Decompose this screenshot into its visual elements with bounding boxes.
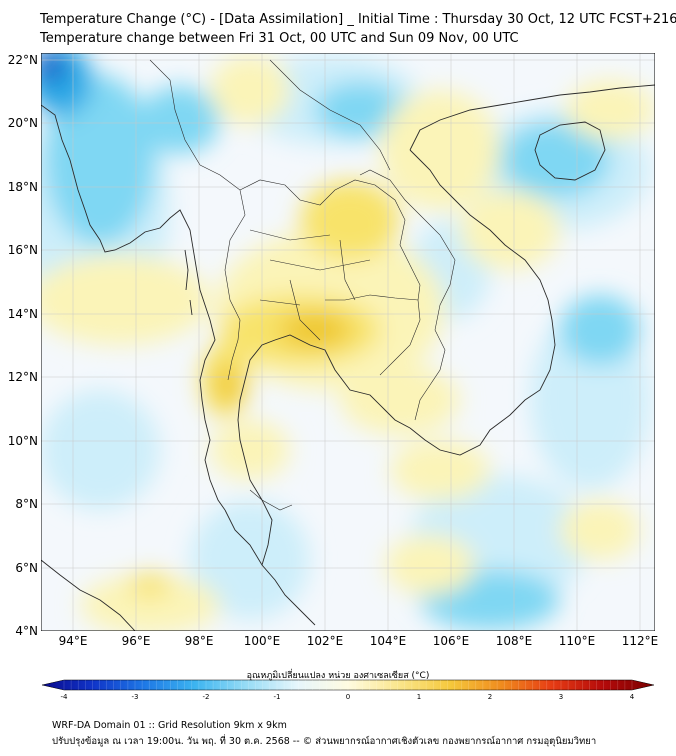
footer-model-info: WRF-DA Domain 01 :: Grid Resolution 9km …	[52, 720, 287, 731]
latitude-label: 22°N	[8, 53, 38, 67]
colorbar-segments	[63, 680, 633, 690]
cooling-area-myanmar-north	[140, 86, 220, 154]
latitude-label: 16°N	[8, 243, 38, 257]
strongest-cooling-corner	[41, 53, 66, 82]
border-cambodia-vietnam	[414, 329, 446, 421]
cooling-area-east-core	[560, 295, 640, 365]
border-laos-china	[269, 59, 391, 171]
cooling-area-andaman-sea	[41, 390, 160, 510]
warming-peak-central	[280, 312, 350, 348]
cooling-area-malay-peninsula	[190, 500, 310, 620]
coastline-malay-peninsula	[224, 509, 316, 626]
longitude-label: 104°E	[370, 634, 407, 648]
latitude-label: 6°N	[15, 561, 38, 575]
coastline-gulf-thailand-head	[274, 334, 411, 429]
map-title: Temperature Change (°C) - [Data Assimila…	[40, 12, 676, 27]
colorbar-tick: 1	[416, 693, 422, 701]
latitude-label: 8°N	[15, 497, 38, 511]
warming-area-north	[210, 55, 290, 125]
colorbar-tick: -2	[202, 693, 210, 701]
border-thailand-cambodia	[325, 294, 421, 376]
longitude-label: 110°E	[559, 634, 596, 648]
coastline-cambodia-vietnam	[409, 149, 556, 456]
latitude-label: 4°N	[15, 624, 38, 638]
warming-area-south-sea	[385, 535, 475, 595]
longitude-label: 96°E	[122, 634, 151, 648]
latitude-label: 10°N	[8, 434, 38, 448]
latitude-label: 14°N	[8, 307, 38, 321]
temperature-field	[41, 53, 655, 631]
warming-area-andaman	[41, 255, 210, 345]
cooling-area-west-core	[45, 75, 155, 245]
border-thailand-laos	[239, 179, 421, 301]
border-laos-vietnam	[359, 169, 456, 331]
map-gridlines	[41, 53, 655, 631]
warming-area-southwest	[80, 575, 220, 631]
footer-credit: ปรับปรุงข้อมูล ณ เวลา 19:00น. วัน พฤ. ที…	[52, 736, 597, 747]
latitude-labels: 22°N 20°N 18°N 16°N 14°N 12°N 10°N 8°N 6°N 4°N	[8, 53, 38, 638]
colorbar-tick: 0	[345, 693, 351, 701]
colorbar-title: อุณหภูมิเปลี่ยนแปลง หน่วย องศาเซลเซียส (…	[246, 671, 430, 681]
map-figure: 22°N 20°N 18°N 16°N 14°N 12°N 10°N 8°N 6°N 4°N 94…	[8, 53, 659, 691]
warming-area-isan	[300, 180, 400, 260]
latitude-label: 12°N	[8, 370, 38, 384]
warming-area-mekong-delta	[390, 440, 490, 500]
coastlines	[41, 84, 655, 631]
coastline-andaman-islands	[184, 249, 193, 316]
political-borders	[149, 59, 456, 511]
border-thailand-malaysia	[249, 489, 293, 511]
longitude-label: 98°E	[185, 634, 214, 648]
coastline-gulf-thailand-west	[237, 339, 276, 566]
colorbar-tick: -4	[60, 693, 68, 701]
longitude-label: 100°E	[244, 634, 281, 648]
latitude-label: 20°N	[8, 116, 38, 130]
warming-area-peninsula	[210, 420, 290, 480]
coastline-sumatra-north	[41, 559, 136, 631]
colorbar-tick: -3	[131, 693, 139, 701]
coastline-china-south	[409, 84, 655, 151]
warming-area-gulf-tonkin	[460, 190, 560, 270]
longitude-label: 102°E	[307, 634, 344, 648]
border-thailand-myanmar	[199, 164, 246, 381]
cooling-area-hainan	[500, 122, 610, 198]
warming-peak-west	[216, 365, 240, 405]
longitude-label: 94°E	[59, 634, 88, 648]
province-lines-thailand	[249, 229, 371, 341]
map-subtitle: Temperature change between Fri 31 Oct, 0…	[40, 31, 519, 46]
latitude-label: 18°N	[8, 180, 38, 194]
longitude-labels: 94°E 96°E 98°E 100°E 102°E 104°E 106°E 108°E 110…	[59, 634, 659, 648]
longitude-label: 106°E	[433, 634, 470, 648]
longitude-label: 108°E	[496, 634, 533, 648]
longitude-label: 112°E	[622, 634, 659, 648]
warming-area-northeast	[565, 80, 655, 140]
warming-spot-southwest	[128, 573, 172, 597]
warming-area-north-vietnam	[380, 90, 500, 210]
colorbar-tick: -1	[273, 693, 281, 701]
coastline-myanmar-west	[41, 104, 226, 511]
warming-area-southeast-spot	[560, 500, 640, 560]
coastline-hainan	[534, 121, 606, 181]
colorbar-tick: 4	[629, 693, 635, 701]
colorbar-tick: 2	[487, 693, 493, 701]
colorbar-gradient	[41, 679, 655, 691]
colorbar	[41, 679, 655, 691]
colorbar-tick: 3	[558, 693, 564, 701]
warming-area-cambodia	[340, 365, 460, 435]
cooling-area-laos-core	[315, 82, 405, 138]
border-myanmar-china	[149, 59, 201, 166]
